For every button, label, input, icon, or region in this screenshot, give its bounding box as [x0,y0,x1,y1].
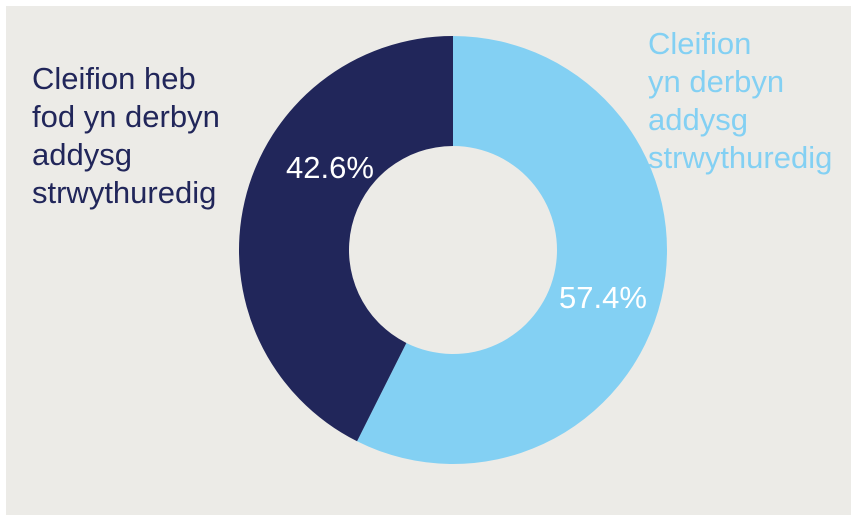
legend-label-no-structured-education: Cleifion heb fod yn derbyn addysg strwyt… [32,61,220,210]
value-label-no-structured-education: 42.6% [286,150,374,185]
slice-structured-education [357,36,668,465]
value-label-structured-education: 57.4% [559,280,647,315]
legend-label-structured-education: Cleifion yn derbyn addysg strwythuredig [648,26,833,175]
slice-no-structured-education [239,36,453,442]
